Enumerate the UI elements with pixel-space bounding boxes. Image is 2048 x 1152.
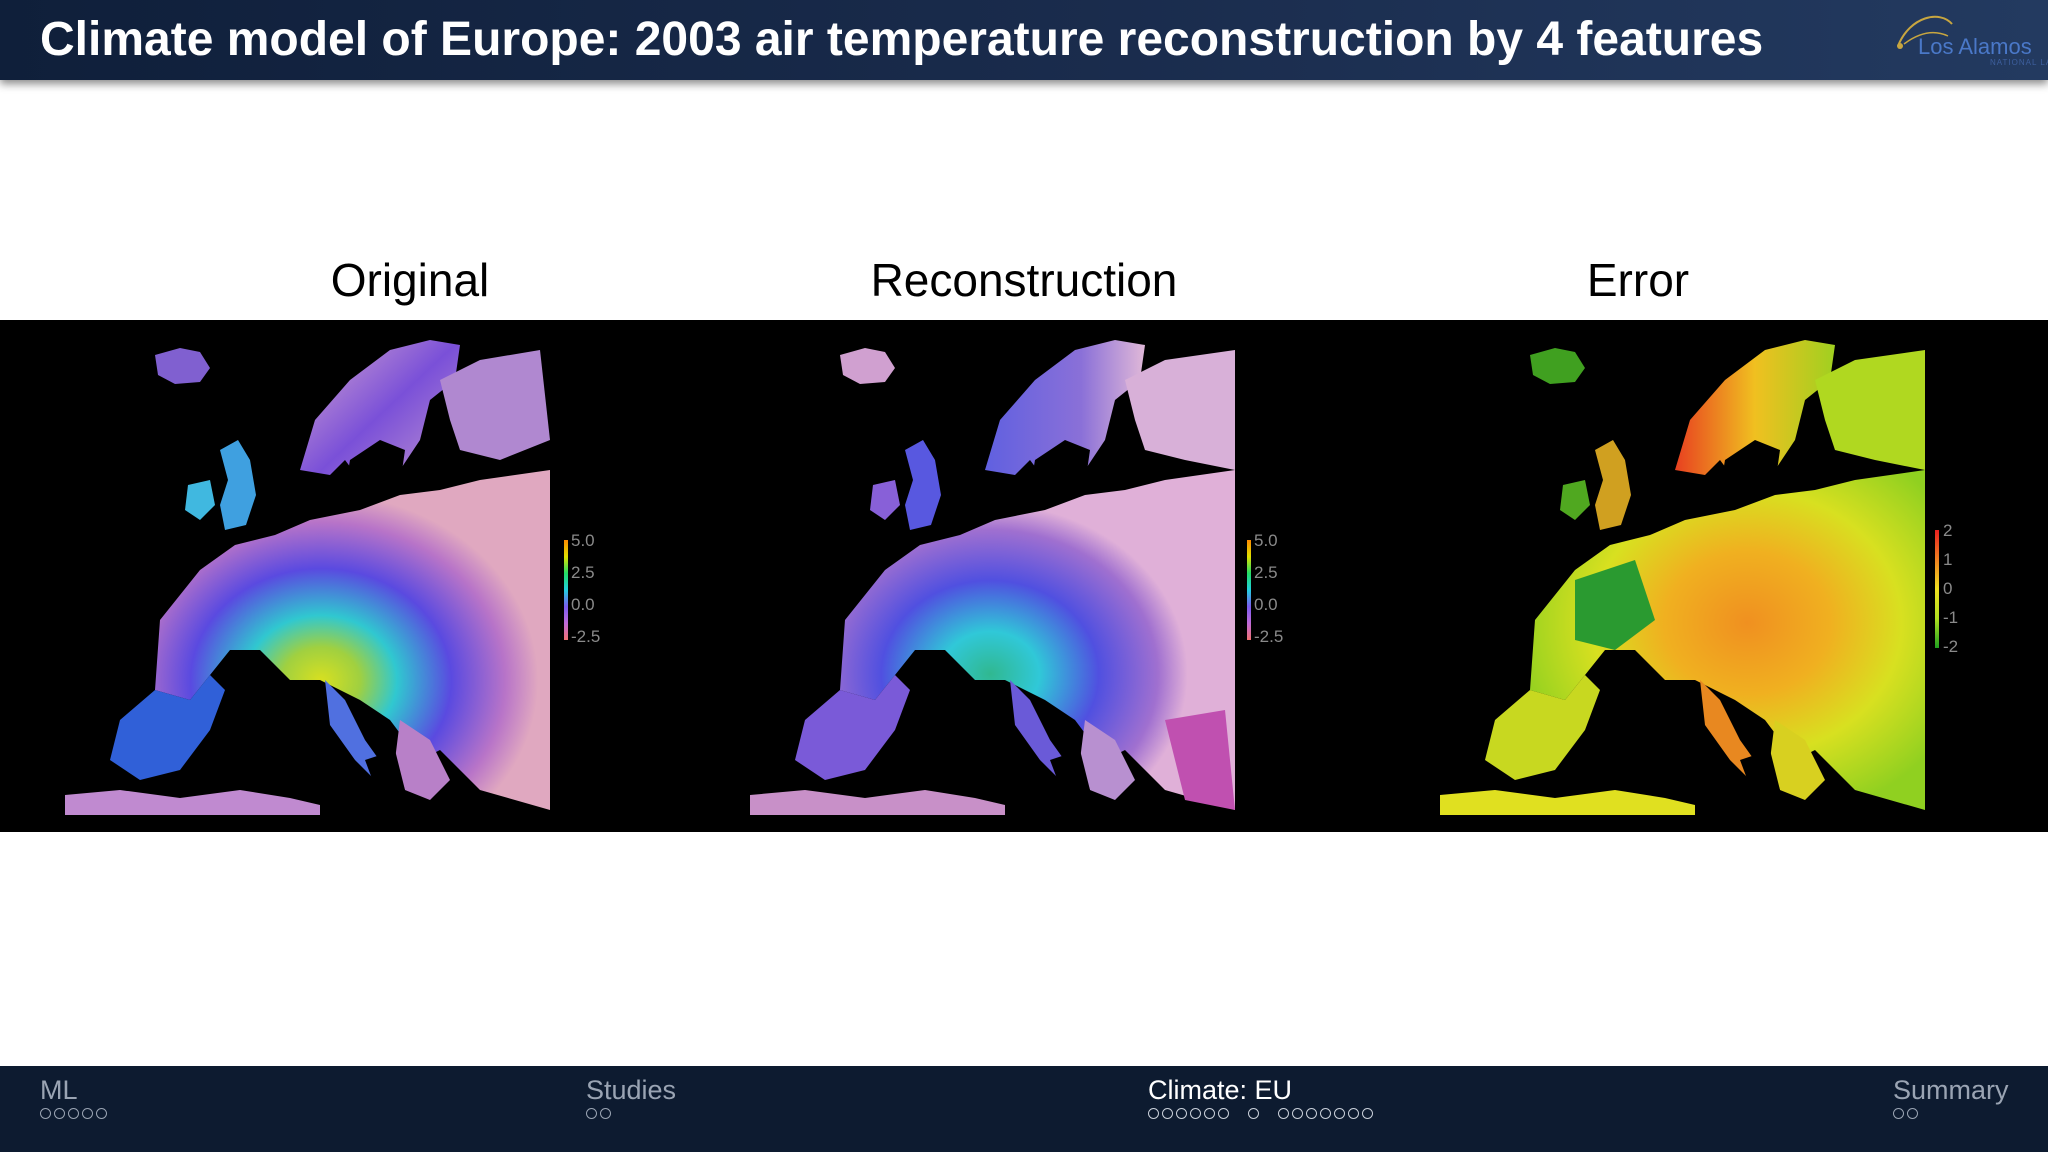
- nav-section-climate-eu[interactable]: Climate: EU: [1148, 1074, 1374, 1119]
- nav-dot[interactable]: [1348, 1108, 1359, 1119]
- nav-dot[interactable]: [600, 1108, 611, 1119]
- colorbar-original: [564, 540, 568, 640]
- panel-title-reconstruction: Reconstruction: [870, 254, 1178, 306]
- panel-title-original: Original: [330, 254, 490, 306]
- nav-dots: [1148, 1108, 1374, 1119]
- nav-dot[interactable]: [1148, 1108, 1159, 1119]
- nav-dot[interactable]: [1292, 1108, 1303, 1119]
- nav-dot[interactable]: [1190, 1108, 1201, 1119]
- nav-dot[interactable]: [1248, 1108, 1259, 1119]
- colorbar-reconstruction: [1247, 540, 1251, 640]
- nav-dots: [1893, 1108, 2009, 1119]
- colorbar-tick: -2.5: [1254, 627, 1284, 646]
- nav-dot[interactable]: [1907, 1108, 1918, 1119]
- colorbar-tick: 0.0: [571, 595, 595, 614]
- colorbar-tick: 2.5: [1254, 563, 1278, 582]
- colorbar-tick: 5.0: [571, 531, 595, 550]
- nav-dot[interactable]: [1162, 1108, 1173, 1119]
- colorbar-tick: 5.0: [1254, 531, 1278, 550]
- slide-header: Climate model of Europe: 2003 air temper…: [0, 0, 2048, 80]
- nav-dots: [40, 1108, 108, 1119]
- nav-section-studies[interactable]: Studies: [586, 1074, 676, 1119]
- nav-section-ml[interactable]: ML: [40, 1074, 108, 1119]
- nav-section-label[interactable]: Studies: [586, 1075, 677, 1105]
- colorbar-tick: 2: [1943, 521, 1953, 540]
- maps-strip: 5.0 2.5 0.0 -2.5: [0, 320, 2048, 832]
- nav-dot[interactable]: [1176, 1108, 1187, 1119]
- panel-title-error: Error: [1586, 254, 1690, 306]
- nav-dot[interactable]: [54, 1108, 65, 1119]
- los-alamos-logo: Los Alamos NATIONAL LAB: [1890, 6, 2048, 70]
- colorbar-tick: 2.5: [571, 563, 595, 582]
- slide-footer-nav: ML Studies Climate: EU: [0, 1066, 2048, 1152]
- logo-subtext: NATIONAL LAB: [1990, 58, 2048, 67]
- colorbar-tick: -1: [1943, 608, 1959, 627]
- nav-section-label[interactable]: Summary: [1893, 1075, 2009, 1105]
- nav-section-label[interactable]: ML: [40, 1075, 78, 1105]
- nav-dot[interactable]: [1278, 1108, 1289, 1119]
- nav-dot[interactable]: [1306, 1108, 1317, 1119]
- colorbar-tick: -2: [1943, 637, 1959, 656]
- nav-dot[interactable]: [1218, 1108, 1229, 1119]
- nav-dot[interactable]: [1320, 1108, 1331, 1119]
- slide-title: Climate model of Europe: 2003 air temper…: [40, 13, 1764, 66]
- nav-dot[interactable]: [1893, 1108, 1904, 1119]
- nav-section-summary[interactable]: Summary: [1893, 1074, 2009, 1119]
- nav-dot[interactable]: [586, 1108, 597, 1119]
- map-reconstruction: [750, 340, 1235, 815]
- nav-dot[interactable]: [68, 1108, 79, 1119]
- colorbar-tick: -2.5: [571, 627, 601, 646]
- map-original: [65, 340, 550, 815]
- nav-dot[interactable]: [1204, 1108, 1215, 1119]
- nav-dot[interactable]: [82, 1108, 93, 1119]
- nav-dots: [586, 1108, 676, 1119]
- colorbar-tick: 0: [1943, 579, 1953, 598]
- nav-dot[interactable]: [1362, 1108, 1373, 1119]
- nav-dot[interactable]: [96, 1108, 107, 1119]
- logo-swoosh-icon: [1897, 15, 1953, 49]
- nav-dot[interactable]: [1334, 1108, 1345, 1119]
- colorbar-tick: 1: [1943, 550, 1953, 569]
- nav-dot[interactable]: [40, 1108, 51, 1119]
- logo-text: Los Alamos: [1918, 34, 2032, 59]
- map-error: [1440, 340, 1925, 815]
- nav-section-label[interactable]: Climate: EU: [1148, 1075, 1293, 1105]
- colorbar-tick: 0.0: [1254, 595, 1278, 614]
- colorbar-error: [1935, 530, 1939, 648]
